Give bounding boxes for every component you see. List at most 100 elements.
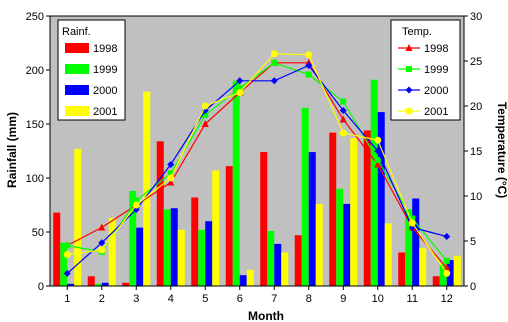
bar-rainfall-1999-month-5 xyxy=(198,229,206,286)
bar-rainfall-2001-month-5 xyxy=(212,170,220,286)
marker-temperature-2001-month-2 xyxy=(98,246,106,254)
x-tick-label-7: 7 xyxy=(271,293,277,305)
bar-rainfall-2001-month-11 xyxy=(419,248,427,286)
bar-rainfall-2000-month-11 xyxy=(412,198,420,286)
legend-rainfall-label-2000: 2000 xyxy=(93,85,117,97)
marker-temperature-1999-month-11 xyxy=(409,215,416,222)
bar-rainfall-1999-month-2 xyxy=(94,283,102,286)
marker-temperature-2000-month-12 xyxy=(443,233,451,240)
bar-rainfall-2000-month-10 xyxy=(377,112,385,287)
bar-rainfall-1999-month-12 xyxy=(439,264,447,286)
x-tick-label-6: 6 xyxy=(237,293,243,305)
marker-temperature-2001-month-5 xyxy=(201,102,209,110)
x-tick-label-12: 12 xyxy=(441,293,453,305)
bar-rainfall-1998-month-4 xyxy=(156,141,164,286)
marker-temperature-2001-month-4 xyxy=(167,174,175,182)
bar-rainfall-1998-month-12 xyxy=(432,276,440,286)
x-tick-label-8: 8 xyxy=(306,293,312,305)
legend-temperature-label-2000: 2000 xyxy=(424,85,448,97)
bar-rainfall-1998-month-5 xyxy=(191,197,199,286)
y-right-tick-label-10: 10 xyxy=(470,191,482,203)
y-axis-right-title: Temperature (°C) xyxy=(495,102,508,199)
bar-rainfall-1998-month-10 xyxy=(363,130,371,286)
marker-temperature-2001-month-1 xyxy=(63,251,71,258)
bar-rainfall-1999-month-7 xyxy=(267,230,275,286)
bar-rainfall-1999-month-4 xyxy=(163,209,171,286)
marker-temperature-1999-month-1 xyxy=(64,242,71,249)
y-left-tick-label-0: 0 xyxy=(38,281,44,293)
marker-temperature-1999-month-8 xyxy=(305,71,312,78)
y-right-tick-label-25: 25 xyxy=(470,56,482,68)
x-tick-label-9: 9 xyxy=(340,293,346,305)
bar-rainfall-2000-month-3 xyxy=(136,227,144,286)
marker-temperature-2001-month-7 xyxy=(270,50,278,58)
marker-temperature-2000-month-1 xyxy=(63,269,71,277)
bar-rainfall-1998-month-8 xyxy=(294,235,302,286)
marker-temperature-2001-month-8 xyxy=(305,51,313,59)
bar-rainfall-1999-month-10 xyxy=(370,79,378,286)
bar-rainfall-2001-month-4 xyxy=(177,229,185,286)
x-axis-title: Month xyxy=(248,309,284,322)
marker-temperature-1998-month-12 xyxy=(443,264,451,271)
marker-temperature-1998-month-10 xyxy=(374,160,382,168)
y-right-tick-label-15: 15 xyxy=(470,146,482,158)
legend-temperature-label-1998: 1998 xyxy=(424,43,448,55)
marker-temperature-2001-month-3 xyxy=(132,201,140,209)
bar-rainfall-2001-month-7 xyxy=(281,252,289,286)
marker-temperature-1999-month-10 xyxy=(374,157,381,163)
legend-temperature-marker-1998 xyxy=(405,44,413,51)
bar-rainfall-2000-month-5 xyxy=(205,221,213,286)
legend-temperature-marker-1999 xyxy=(406,66,412,72)
bar-rainfall-2000-month-2 xyxy=(101,282,109,286)
marker-temperature-2000-month-6 xyxy=(236,77,244,85)
bar-rainfall-2001-month-12 xyxy=(453,255,461,286)
marker-temperature-2000-month-2 xyxy=(98,239,106,247)
y-left-tick-label-50: 50 xyxy=(32,227,44,239)
x-tick-label-4: 4 xyxy=(168,293,174,305)
line-temperature-2000 xyxy=(66,64,447,274)
legend-rainfall-label-1998: 1998 xyxy=(93,43,117,55)
bar-rainfall-1999-month-8 xyxy=(301,107,309,286)
x-tick-label-10: 10 xyxy=(372,293,384,305)
bar-rainfall-1998-month-1 xyxy=(53,212,61,286)
marker-temperature-1999-month-4 xyxy=(167,170,174,177)
marker-temperature-2000-month-8 xyxy=(305,62,313,69)
legend-rainfall-swatch-1998 xyxy=(65,43,89,53)
x-tick-label-2: 2 xyxy=(99,293,105,305)
marker-temperature-1999-month-7 xyxy=(271,59,278,66)
bar-rainfall-2000-month-4 xyxy=(170,208,178,286)
bar-rainfall-2001-month-6 xyxy=(246,269,254,286)
bar-rainfall-1998-month-3 xyxy=(122,282,130,286)
bar-rainfall-1999-month-9 xyxy=(336,188,344,286)
legend-temperature-label-2001: 2001 xyxy=(424,106,448,118)
marker-temperature-1998-month-5 xyxy=(201,120,209,127)
y-axis-left-title: Rainfall (mm) xyxy=(5,112,19,188)
marker-temperature-1998-month-9 xyxy=(339,115,347,123)
legend-temperature-box xyxy=(390,19,461,121)
legend-temperature-marker-2000 xyxy=(405,86,413,94)
legend-temperature-label-1999: 1999 xyxy=(424,64,448,76)
legend-temperature-marker-2001 xyxy=(405,107,413,115)
y-right-tick-label-5: 5 xyxy=(470,236,476,248)
line-temperature-2001 xyxy=(67,53,448,274)
bar-rainfall-1998-month-7 xyxy=(260,152,268,286)
legend-rainfall-swatch-1999 xyxy=(65,64,89,74)
bar-rainfall-2000-month-12 xyxy=(446,260,454,286)
bar-rainfall-2001-month-10 xyxy=(384,223,392,286)
bar-rainfall-2000-month-1 xyxy=(67,283,75,286)
x-tick-label-11: 11 xyxy=(407,293,418,305)
bar-rainfall-2001-month-1 xyxy=(74,148,82,286)
marker-temperature-1999-month-3 xyxy=(133,197,140,204)
x-tick-label-3: 3 xyxy=(133,293,139,305)
bar-rainfall-1998-month-9 xyxy=(329,132,337,286)
bar-rainfall-2001-month-2 xyxy=(108,217,116,286)
legend-rainfall-swatch-2001 xyxy=(65,106,89,116)
x-tick-label-1: 1 xyxy=(64,293,70,305)
marker-temperature-2001-month-12 xyxy=(443,269,451,277)
marker-temperature-2000-month-4 xyxy=(167,161,175,168)
bar-rainfall-1999-month-6 xyxy=(232,80,240,286)
marker-temperature-2000-month-9 xyxy=(339,107,347,114)
marker-temperature-2001-month-11 xyxy=(408,219,416,227)
